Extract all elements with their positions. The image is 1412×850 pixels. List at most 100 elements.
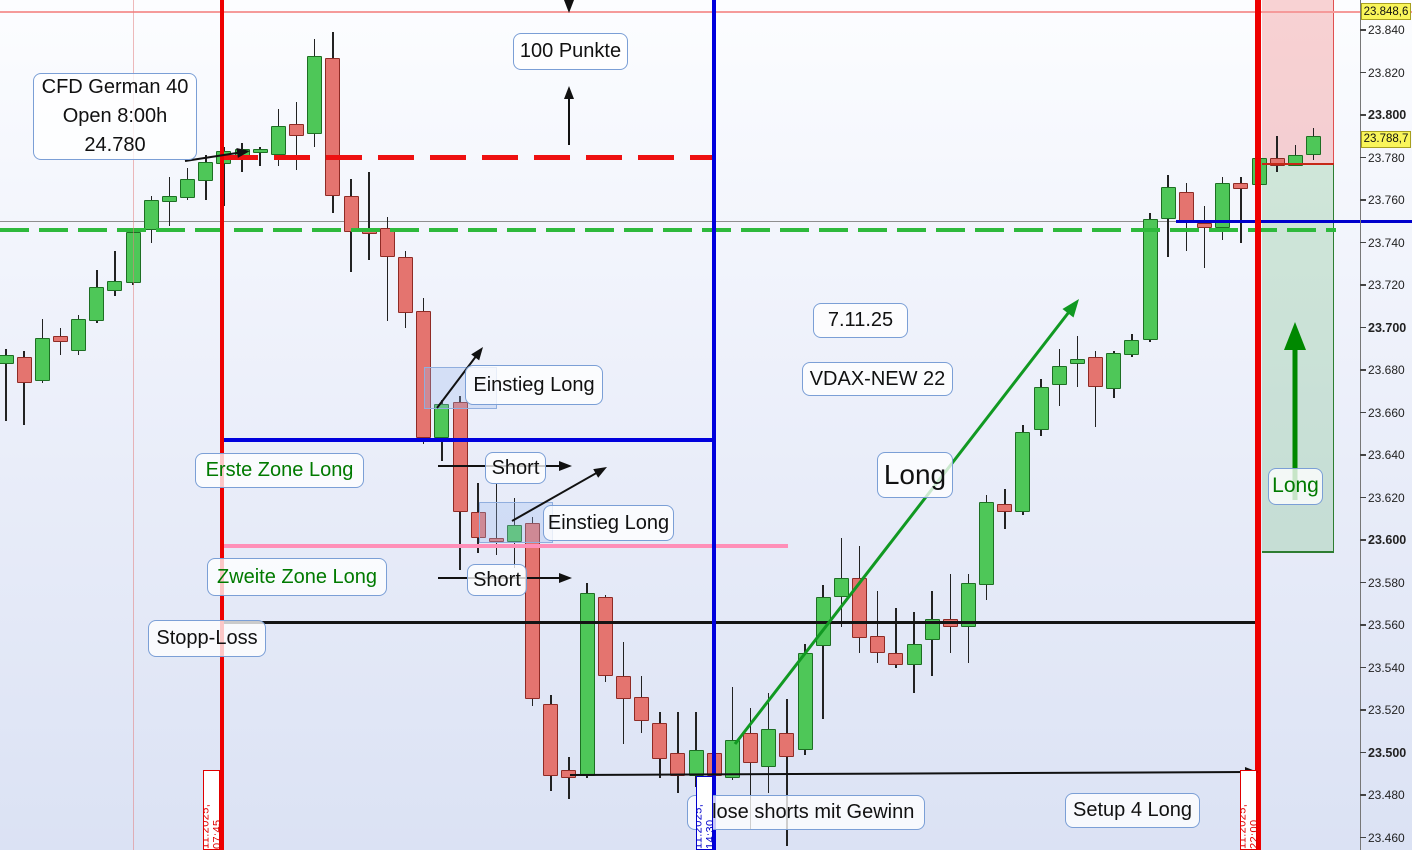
candle bbox=[1088, 357, 1104, 387]
price-tick-label: 23.520 bbox=[1368, 703, 1405, 717]
einstieg-long-1-label[interactable]: Einstieg Long bbox=[465, 365, 603, 405]
price-tick bbox=[1360, 71, 1366, 74]
price-tick bbox=[1360, 199, 1366, 201]
candle bbox=[434, 404, 450, 438]
price-tick-label: 23.560 bbox=[1368, 618, 1405, 632]
candle bbox=[1033, 387, 1049, 430]
price-tick bbox=[1360, 666, 1366, 669]
timestamp-label-0: 11.2025, 07:45 bbox=[203, 770, 220, 850]
session-line-2200[interactable] bbox=[1255, 0, 1261, 850]
price-tick-label: 23.840 bbox=[1368, 23, 1405, 37]
candle-wick bbox=[949, 574, 952, 653]
red-dashed-resistance[interactable] bbox=[222, 155, 714, 160]
candle bbox=[1178, 191, 1194, 222]
price-tick bbox=[1360, 411, 1366, 414]
candle bbox=[180, 178, 196, 198]
price-tick bbox=[1360, 369, 1366, 371]
candle bbox=[724, 739, 740, 778]
price-tick bbox=[1360, 454, 1366, 456]
close-shorts-label[interactable]: Close shorts mit Gewinn bbox=[687, 795, 925, 830]
candle-wick bbox=[23, 350, 25, 426]
candle bbox=[52, 336, 68, 343]
candle bbox=[252, 149, 268, 154]
candle bbox=[906, 644, 922, 666]
price-axis-line bbox=[1360, 0, 1361, 850]
candle bbox=[89, 287, 105, 322]
candle bbox=[343, 195, 359, 232]
candle bbox=[997, 503, 1013, 513]
price-tick-label: 23.760 bbox=[1368, 193, 1405, 207]
long-mid-label[interactable]: Long bbox=[877, 452, 953, 498]
price-tick bbox=[1360, 709, 1366, 711]
cfd-info-label[interactable]: CFD German 40 Open 8:00h 24.780 bbox=[33, 73, 197, 160]
candle bbox=[1233, 183, 1249, 190]
price-tick-label: 23.640 bbox=[1368, 448, 1405, 462]
candle bbox=[488, 537, 504, 543]
entry-highlight-2[interactable] bbox=[479, 502, 553, 543]
candle bbox=[779, 733, 795, 757]
candle bbox=[979, 501, 995, 585]
candle bbox=[289, 123, 305, 137]
candle bbox=[107, 280, 123, 292]
price-tick-label: 23.740 bbox=[1368, 235, 1405, 250]
gray-level-23750 bbox=[0, 220, 1176, 222]
projection-zone-red[interactable] bbox=[1262, 0, 1334, 164]
erste-zone-long-label[interactable]: Erste Zone Long bbox=[195, 453, 364, 488]
zweite-zone-long-label[interactable]: Zweite Zone Long bbox=[207, 558, 387, 596]
candle-wick bbox=[568, 756, 570, 800]
price-tick bbox=[1360, 284, 1366, 286]
candle bbox=[270, 125, 286, 156]
candle bbox=[688, 750, 704, 776]
stopp-loss-line[interactable] bbox=[222, 621, 1258, 625]
price-tick bbox=[1360, 539, 1366, 541]
green-dashed-level[interactable] bbox=[0, 227, 1336, 232]
short-1-label[interactable]: Short bbox=[485, 452, 546, 484]
short-2-label[interactable]: Short bbox=[467, 564, 527, 596]
candle bbox=[1306, 136, 1322, 156]
vdax-label[interactable]: VDAX-NEW 22 bbox=[802, 362, 953, 396]
price-tick bbox=[1360, 624, 1366, 626]
session-line-0745[interactable] bbox=[220, 0, 224, 850]
price-tick-label: 23.820 bbox=[1368, 65, 1405, 80]
candle-wick bbox=[695, 712, 697, 787]
einstieg-long-2-label[interactable]: Einstieg Long bbox=[543, 505, 674, 541]
candle-wick bbox=[1094, 350, 1097, 428]
timestamp-label-2: 11.2025, 22:00 bbox=[1240, 770, 1257, 850]
price-tick-label: 23.600 bbox=[1368, 533, 1407, 547]
candle bbox=[34, 338, 50, 381]
price-tick-label: 23.780 bbox=[1368, 150, 1405, 165]
price-tick bbox=[1360, 751, 1366, 754]
candle bbox=[670, 752, 686, 776]
price-tick-label: 23.480 bbox=[1368, 788, 1405, 802]
long-right-label[interactable]: Long bbox=[1268, 468, 1323, 505]
erste-zone-top-line[interactable] bbox=[222, 438, 714, 443]
candle bbox=[452, 401, 468, 513]
blue-level-23750[interactable] bbox=[1176, 219, 1412, 223]
price-tick bbox=[1360, 326, 1366, 329]
zweite-zone-top-line[interactable] bbox=[222, 544, 788, 549]
punkte-up-arrow[interactable] bbox=[564, 86, 574, 145]
candle bbox=[0, 355, 14, 364]
candle-wick bbox=[731, 686, 734, 781]
candle bbox=[888, 652, 904, 666]
price-badge-0: 23.848,6 bbox=[1361, 3, 1411, 21]
price-badge-1: 23.788,7 bbox=[1361, 130, 1411, 148]
price-tick bbox=[1360, 496, 1366, 499]
candle-wick bbox=[749, 707, 752, 829]
candle bbox=[852, 578, 868, 638]
setup-4-long-label[interactable]: Setup 4 Long bbox=[1065, 793, 1200, 828]
stopp-loss-label[interactable]: Stopp-Loss bbox=[148, 620, 266, 657]
session-line-1430[interactable] bbox=[712, 0, 716, 850]
date-label[interactable]: 7.11.25 bbox=[813, 303, 908, 338]
price-tick bbox=[1360, 836, 1366, 839]
candle bbox=[143, 200, 159, 230]
price-tick bbox=[1360, 114, 1366, 116]
price-tick-label: 23.540 bbox=[1368, 660, 1405, 675]
candle bbox=[1160, 187, 1176, 220]
price-tick bbox=[1360, 581, 1366, 584]
candle bbox=[634, 697, 650, 721]
candle-wick bbox=[386, 217, 389, 322]
punkte-label[interactable]: 100 Punkte bbox=[513, 33, 628, 70]
